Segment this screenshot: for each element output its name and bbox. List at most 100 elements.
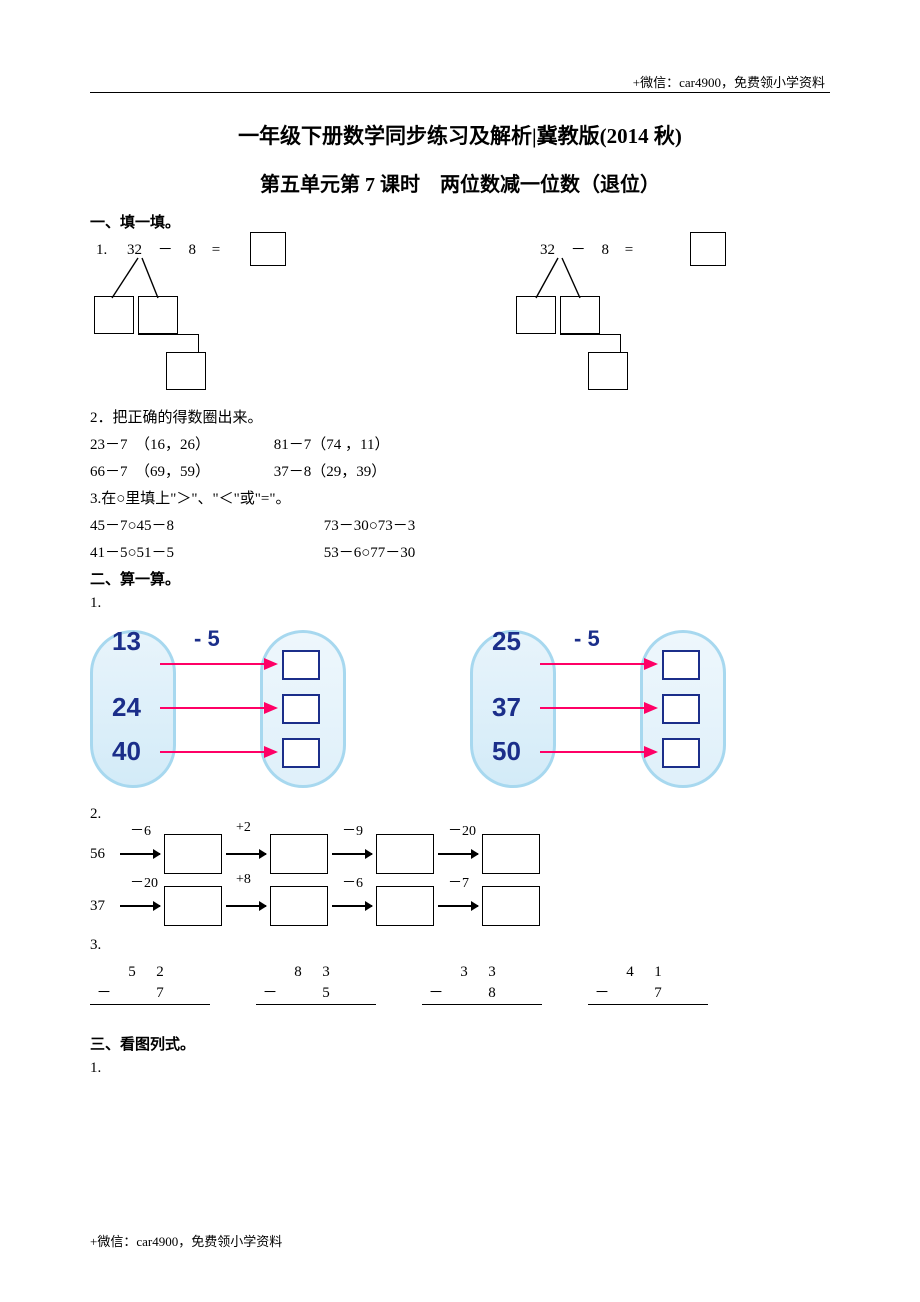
title-main: 一年级下册数学同步练习及解析|冀教版(2014 秋) [90, 120, 830, 150]
decomp-eq-sign: = [212, 242, 220, 259]
chain-seg: －20 [116, 886, 222, 926]
minus-sign: － [256, 981, 284, 1002]
arrow-icon [332, 905, 372, 907]
chain-start: 37 [90, 898, 116, 915]
q2-pair: 23－7 （16，26） [90, 433, 210, 454]
oval-group: - 5 25 37 50 [470, 626, 770, 796]
decomp-vline [620, 334, 621, 352]
q3-row-1: 45－7○45－8 73－30○73－3 [90, 514, 830, 535]
decomp-box-1 [516, 296, 556, 334]
chain-op: －20 [448, 820, 476, 840]
q2-pair: 81－7（74 ，11） [274, 433, 390, 454]
col-digit: 5 [312, 985, 340, 1002]
section-1-heading: 一、填一填。 [90, 211, 830, 232]
q3-item: 41－5○51－5 [90, 541, 320, 562]
col-digit: 5 [118, 964, 146, 981]
decomp-box-2 [560, 296, 600, 334]
col-digit: 3 [478, 964, 506, 981]
chain-box [376, 834, 434, 874]
oval-arrows-svg [90, 626, 390, 796]
chain-box [164, 886, 222, 926]
minus-sign: － [588, 981, 616, 1002]
q2-pair: 37－8（29，39） [274, 460, 387, 481]
minus-sign: － [422, 981, 450, 1002]
chain-seg: －7 [434, 886, 540, 926]
chain-start: 56 [90, 846, 116, 863]
column-problem: 52 － 7 [90, 964, 220, 1005]
decomp-row: 1. 32 － 8 = 32 － 8 = [90, 238, 830, 398]
decomp-box-3 [166, 352, 206, 390]
q2-row-2: 66－7 （69，59） 37－8（29，39） [90, 460, 830, 481]
decomp-box-2 [138, 296, 178, 334]
chain-box [376, 886, 434, 926]
oval-row: - 5 13 24 40 - 5 25 37 50 [90, 626, 830, 796]
col-digit: 1 [644, 964, 672, 981]
col-digit: 4 [616, 964, 644, 981]
decomp-hline [138, 334, 198, 335]
chain-op: －6 [342, 872, 363, 892]
chain-seg: +2 [222, 834, 328, 874]
arrow-icon [120, 853, 160, 855]
s2-q3-label: 3. [90, 937, 830, 954]
chain-2: 37 －20 +8 －6 －7 [90, 881, 830, 931]
chain-op: －20 [130, 872, 158, 892]
chain-seg: －9 [328, 834, 434, 874]
arrow-icon [120, 905, 160, 907]
decomp-vline [198, 334, 199, 352]
section-2-heading: 二、算一算。 [90, 568, 830, 589]
decomp-box-3 [588, 352, 628, 390]
arrow-icon [438, 853, 478, 855]
decomp-box-1 [94, 296, 134, 334]
q2-label: 2．把正确的得数圈出来。 [90, 406, 830, 427]
decomp-2: 32 － 8 = [530, 238, 790, 398]
col-digit: 2 [146, 964, 174, 981]
col-digit: 7 [146, 985, 174, 1002]
col-digit: 7 [644, 985, 672, 1002]
q3-item: 73－30○73－3 [324, 518, 416, 534]
arrow-icon [226, 905, 266, 907]
col-digit: 3 [312, 964, 340, 981]
col-rule [256, 1004, 376, 1005]
decomp-hline [560, 334, 620, 335]
chain-box [270, 886, 328, 926]
arrow-icon [226, 853, 266, 855]
chain-box [482, 886, 540, 926]
chain-seg: －20 [434, 834, 540, 874]
q2-row-1: 23－7 （16，26） 81－7（74 ，11） [90, 433, 830, 454]
chain-op: －7 [448, 872, 469, 892]
header-note: +微信：car4900，免费领小学资料 [633, 72, 825, 91]
oval-group: - 5 13 24 40 [90, 626, 390, 796]
col-digit: 3 [450, 964, 478, 981]
answer-box [690, 232, 726, 266]
chain-box [164, 834, 222, 874]
column-problem: 41 － 7 [588, 964, 718, 1005]
q2-pair: 66－7 （69，59） [90, 460, 210, 481]
column-problem: 33 － 8 [422, 964, 552, 1005]
answer-box [250, 232, 286, 266]
col-rule [588, 1004, 708, 1005]
col-rule [90, 1004, 210, 1005]
arrow-icon [438, 905, 478, 907]
col-digit: 8 [478, 985, 506, 1002]
q3-item: 45－7○45－8 [90, 514, 320, 535]
chain-wrap: 56 －6 +2 －9 －20 37 －20 +8 －6 －7 [90, 829, 830, 931]
s2-q1-label: 1. [90, 595, 830, 612]
arrow-icon [332, 853, 372, 855]
q3-label: 3.在○里填上"＞"、"＜"或"="。 [90, 487, 830, 508]
chain-op: +8 [236, 872, 251, 888]
chain-op: －6 [130, 820, 151, 840]
col-digit: 8 [284, 964, 312, 981]
chain-box [482, 834, 540, 874]
footer-note: +微信：car4900，免费领小学资料 [90, 1231, 282, 1250]
title-sub: 第五单元第 7 课时 两位数减一位数（退位） [90, 168, 830, 197]
chain-op: －9 [342, 820, 363, 840]
minus-sign: － [90, 981, 118, 1002]
chain-op: +2 [236, 820, 251, 836]
col-rule [422, 1004, 542, 1005]
chain-seg: +8 [222, 886, 328, 926]
oval-arrows-svg [470, 626, 770, 796]
chain-seg: －6 [116, 834, 222, 874]
column-subtraction-row: 52 －7 83 －5 33 －8 41 －7 [90, 964, 830, 1005]
section-3-heading: 三、看图列式。 [90, 1033, 830, 1054]
q3-row-2: 41－5○51－5 53－6○77－30 [90, 541, 830, 562]
